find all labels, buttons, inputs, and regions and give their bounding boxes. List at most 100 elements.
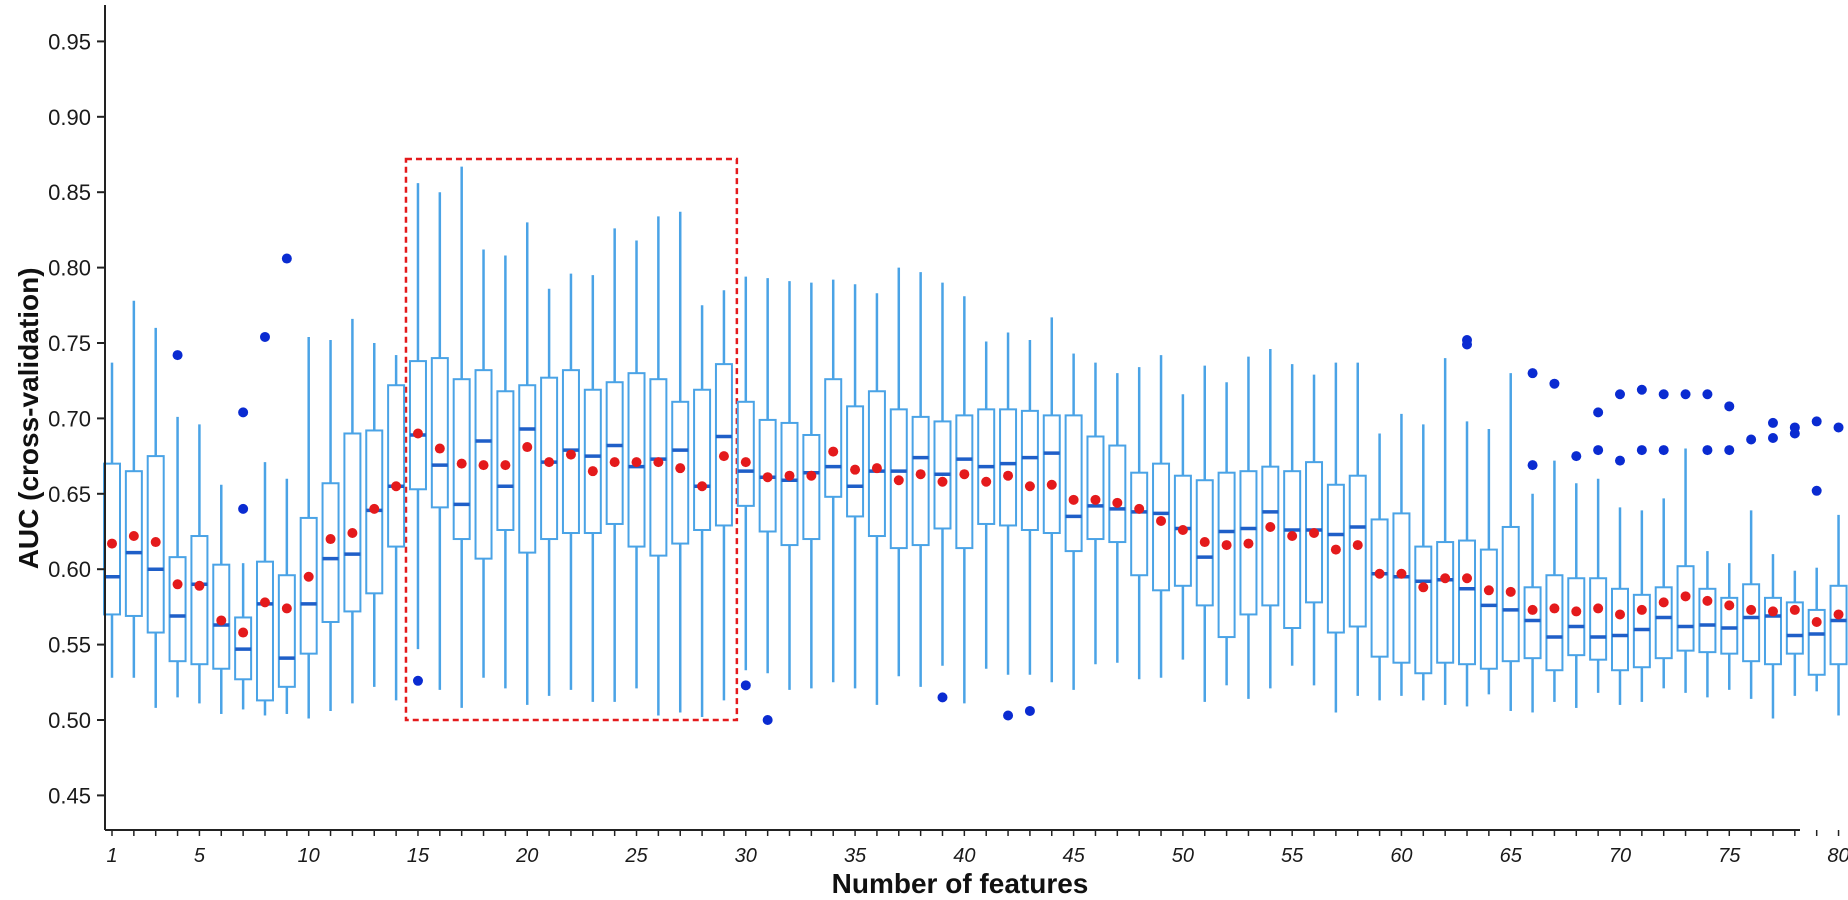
iqr-box <box>299 516 318 655</box>
box-feature-23 <box>583 275 602 702</box>
mean-marker <box>347 528 358 539</box>
mean-marker <box>653 457 664 468</box>
y-axis-title: AUC (cross-validation) <box>13 267 44 569</box>
y-axis-ticks: 0.45 0.50 0.55 0.60 0.65 0.70 0.75 0.80 0.85 0.90… <box>48 29 105 808</box>
box-feature-56 <box>1305 374 1324 686</box>
x-tick-label: 65 <box>1500 845 1523 867</box>
mean-marker <box>544 457 555 468</box>
box-feature-69 <box>1589 407 1608 693</box>
x-tick-label: 25 <box>624 845 648 867</box>
mean-marker <box>1680 591 1691 602</box>
outlier-point <box>281 253 292 264</box>
mean-marker <box>675 463 686 474</box>
iqr-box <box>1742 583 1761 663</box>
mean-marker <box>1636 604 1647 615</box>
mean-marker <box>1549 603 1560 614</box>
y-tick-label: 0.85 <box>48 180 91 205</box>
iqr-box <box>1523 586 1542 660</box>
mean-marker <box>194 580 205 591</box>
box-feature-16 <box>430 192 449 690</box>
iqr-box <box>1676 565 1695 652</box>
outlier-point <box>412 675 423 686</box>
box-feature-9 <box>277 253 296 714</box>
box-feature-47 <box>1108 373 1127 663</box>
box-feature-54 <box>1261 349 1280 689</box>
outlier-point <box>1702 389 1713 400</box>
box-feature-15 <box>408 183 427 686</box>
mean-marker <box>1112 497 1123 508</box>
mean-marker <box>1789 604 1800 615</box>
mean-marker <box>1090 494 1101 505</box>
y-tick-label: 0.60 <box>48 557 91 582</box>
mean-marker <box>1440 573 1451 584</box>
box-feature-6 <box>212 484 231 714</box>
mean-marker <box>391 481 402 492</box>
outlier-point <box>1593 445 1604 456</box>
y-tick-label: 0.95 <box>48 29 91 54</box>
iqr-box <box>1283 470 1302 630</box>
y-tick-label: 0.50 <box>48 708 91 733</box>
x-tick-label: 20 <box>515 845 538 867</box>
box-feature-72 <box>1654 389 1673 689</box>
iqr-box <box>1392 512 1411 664</box>
outlier-point <box>1549 378 1560 389</box>
iqr-box <box>1610 587 1629 672</box>
iqr-box <box>736 400 755 507</box>
box-feature-50 <box>1173 394 1192 660</box>
outlier-point <box>1724 401 1735 412</box>
box-feature-28 <box>693 305 712 717</box>
iqr-box <box>1370 518 1389 658</box>
mean-marker <box>1352 540 1363 551</box>
outlier-point <box>259 331 270 342</box>
iqr-box <box>1567 577 1586 657</box>
mean-marker <box>784 470 795 481</box>
iqr-box <box>1348 474 1367 628</box>
box-feature-26 <box>649 216 668 716</box>
box-feature-40 <box>955 296 974 704</box>
iqr-box <box>1217 471 1236 639</box>
outlier-point <box>1636 445 1647 456</box>
box-feature-36 <box>867 293 886 705</box>
mean-marker <box>1833 609 1844 620</box>
outlier-point <box>1003 710 1014 721</box>
iqr-box <box>1807 608 1826 676</box>
iqr-box <box>1042 414 1061 535</box>
y-tick-label: 0.75 <box>48 331 91 356</box>
box-feature-39 <box>933 282 952 703</box>
mean-marker <box>1134 503 1145 514</box>
iqr-box <box>955 414 974 550</box>
box-feature-8 <box>255 331 274 716</box>
iqr-box <box>430 357 449 509</box>
iqr-box <box>1261 465 1280 607</box>
mean-marker <box>1396 568 1407 579</box>
box-feature-43 <box>1020 339 1039 716</box>
box-feature-11 <box>321 339 340 711</box>
outlier-point <box>1789 422 1800 433</box>
box-feature-42 <box>999 332 1018 721</box>
iqr-box <box>321 482 340 623</box>
box-feature-7 <box>234 407 253 710</box>
box-feature-44 <box>1042 317 1061 683</box>
mean-marker <box>1724 600 1735 611</box>
iqr-box <box>649 378 668 557</box>
mean-marker <box>1309 528 1320 539</box>
iqr-box <box>124 470 143 617</box>
iqr-box <box>780 421 799 547</box>
outlier-point <box>1024 705 1035 716</box>
mean-marker <box>1374 568 1385 579</box>
mean-marker <box>828 446 839 457</box>
box-feature-22 <box>561 273 580 690</box>
iqr-box <box>1458 539 1477 666</box>
box-feature-65 <box>1501 373 1520 711</box>
outlier-point <box>1527 368 1538 379</box>
mean-marker <box>697 481 708 492</box>
mean-marker <box>1571 606 1582 617</box>
box-feature-55 <box>1283 364 1302 666</box>
mean-marker <box>238 627 249 638</box>
iqr-box <box>387 384 406 548</box>
x-tick-label: 70 <box>1609 845 1631 867</box>
mean-marker <box>150 537 161 548</box>
mean-marker <box>806 470 817 481</box>
iqr-box <box>1829 584 1848 666</box>
mean-marker <box>1527 604 1538 615</box>
